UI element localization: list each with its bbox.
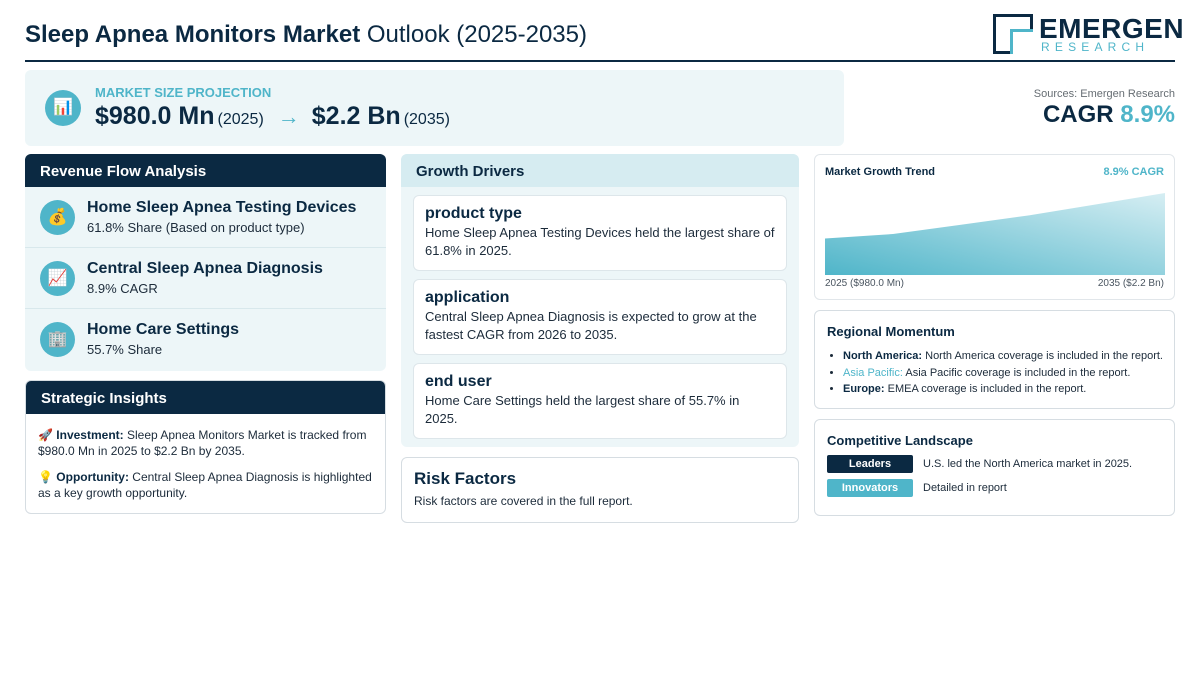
region-label: Europe: (843, 383, 885, 395)
projection-label: MARKET SIZE PROJECTION (95, 85, 272, 100)
market-growth-trend-panel: Market Growth Trend 8.9% CAGR 2025 ($980… (814, 154, 1175, 300)
driver-title: end user (425, 373, 492, 390)
cagr-label: CAGR (1042, 101, 1114, 128)
opportunity-label: Opportunity: (56, 470, 129, 484)
logo-main-text: EMERGEN (1039, 13, 1185, 44)
trend-area (825, 193, 1165, 275)
cagr-headline: CAGR 8.9% (1034, 101, 1175, 129)
driver-card: application Central Sleep Apnea Diagnosi… (413, 279, 787, 355)
driver-text: Home Care Settings held the largest shar… (425, 393, 740, 426)
growth-drivers-title: Growth Drivers (401, 154, 799, 187)
revenue-item-sub: 61.8% Share (Based on product type) (87, 220, 305, 235)
region-text: EMEA coverage is included in the report. (887, 383, 1087, 395)
driver-text: Home Sleep Apnea Testing Devices held th… (425, 225, 775, 258)
page-title-rest: Outlook (2025-2035) (366, 21, 587, 48)
revenue-flow-title: Revenue Flow Analysis (25, 154, 386, 187)
driver-title: product type (425, 205, 522, 222)
strategic-insights-panel: Strategic Insights 🚀 Investment: Sleep A… (25, 380, 386, 514)
trend-cagr: 8.9% CAGR (1103, 166, 1164, 178)
revenue-item-title: Home Care Settings (87, 321, 240, 338)
opportunity-insight: 💡 Opportunity: Central Sleep Apnea Diagn… (38, 469, 378, 501)
bar-chart-icon: 📊 (45, 90, 81, 126)
growth-drivers-panel: Growth Drivers product type Home Sleep A… (401, 154, 799, 447)
logo-mark-icon (993, 14, 1033, 54)
revenue-item: 💰 Home Sleep Apnea Testing Devices 61.8%… (25, 187, 386, 248)
page-title-bold: Sleep Apnea Monitors Market (25, 21, 361, 48)
revenue-item: 🏢 Home Care Settings 55.7% Share (25, 309, 386, 370)
risk-factors-text: Risk factors are covered in the full rep… (414, 494, 633, 508)
risk-factors-panel: Risk Factors Risk factors are covered in… (401, 457, 799, 523)
revenue-item-title: Central Sleep Apnea Diagnosis (87, 260, 323, 277)
page-header: Sleep Apnea Monitors Market Outlook (202… (25, 10, 1184, 62)
emergen-logo[interactable]: EMERGEN RESEARCH (993, 14, 1184, 56)
strategic-insights-title: Strategic Insights (26, 381, 385, 414)
region-text: Asia Pacific coverage is included in the… (905, 366, 1131, 379)
light-bulb-icon: 💡 (38, 470, 53, 484)
list-item: Europe: EMEA coverage is included in the… (843, 381, 1168, 398)
revenue-flow-panel: Revenue Flow Analysis 💰 Home Sleep Apnea… (25, 154, 386, 371)
region-label: North America: (843, 350, 923, 362)
list-item: Asia Pacific: Asia Pacific coverage is i… (843, 365, 1168, 382)
building-icon: 🏢 (40, 322, 75, 357)
trend-end-label: 2035 ($2.2 Bn) (1097, 278, 1164, 289)
region-text: North America coverage is included in th… (925, 350, 1163, 362)
investment-text: Sleep Apnea Monitors Market is tracked f… (38, 428, 367, 458)
sources-text: Sources: Emergen Research (1033, 88, 1175, 100)
revenue-item-title: Home Sleep Apnea Testing Devices (87, 199, 357, 216)
innovators-text: Detailed in report (923, 482, 1007, 494)
projection-values: $980.0 Mn (2025) → $2.2 Bn (2035) (95, 102, 450, 131)
regional-momentum-title: Regional Momentum (827, 324, 955, 339)
innovators-badge: Innovators (827, 479, 913, 497)
revenue-item: 📈 Central Sleep Apnea Diagnosis 8.9% CAG… (25, 248, 386, 309)
driver-card: product type Home Sleep Apnea Testing De… (413, 195, 787, 271)
growth-trend-chart (825, 193, 1165, 275)
cagr-summary: Sources: Emergen Research CAGR 8.9% (1034, 88, 1175, 129)
list-item: North America: North America coverage is… (843, 348, 1168, 365)
trend-start-label: 2025 ($980.0 Mn) (825, 278, 904, 289)
market-size-projection: 📊 MARKET SIZE PROJECTION $980.0 Mn (2025)… (25, 70, 844, 146)
projection-end-value: $2.2 Bn (311, 102, 401, 130)
arrow-right-icon: → (277, 104, 300, 129)
chart-increasing-icon: 📈 (40, 261, 75, 296)
risk-factors-title: Risk Factors (414, 469, 517, 488)
competitive-landscape-title: Competitive Landscape (827, 433, 973, 448)
cagr-value: 8.9% (1120, 101, 1175, 128)
projection-start-year: (2025) (217, 111, 264, 128)
competitive-landscape-panel: Competitive Landscape Leaders U.S. led t… (814, 419, 1175, 516)
revenue-item-sub: 55.7% Share (87, 342, 163, 357)
driver-card: end user Home Care Settings held the lar… (413, 363, 787, 439)
region-label: Asia Pacific: (843, 366, 903, 379)
revenue-item-sub: 8.9% CAGR (87, 281, 158, 296)
investment-label: Investment: (56, 428, 124, 442)
rocket-icon: 🚀 (38, 428, 53, 442)
projection-end-year: (2035) (403, 111, 450, 128)
investment-insight: 🚀 Investment: Sleep Apnea Monitors Marke… (38, 427, 378, 459)
projection-start-value: $980.0 Mn (95, 102, 215, 130)
driver-title: application (425, 289, 510, 306)
logo-sub-text: RESEARCH (1041, 40, 1150, 54)
leaders-badge: Leaders (827, 455, 913, 473)
driver-text: Central Sleep Apnea Diagnosis is expecte… (425, 309, 757, 342)
regional-momentum-panel: Regional Momentum North America: North A… (814, 310, 1175, 409)
regional-list: North America: North America coverage is… (843, 348, 1168, 398)
trend-title: Market Growth Trend (825, 166, 936, 178)
leaders-text: U.S. led the North America market in 202… (923, 458, 1133, 470)
opportunity-text: Central Sleep Apnea Diagnosis is highlig… (38, 470, 372, 500)
money-bag-icon: 💰 (40, 200, 75, 235)
page-title: Sleep Apnea Monitors Market Outlook (202… (25, 21, 587, 49)
